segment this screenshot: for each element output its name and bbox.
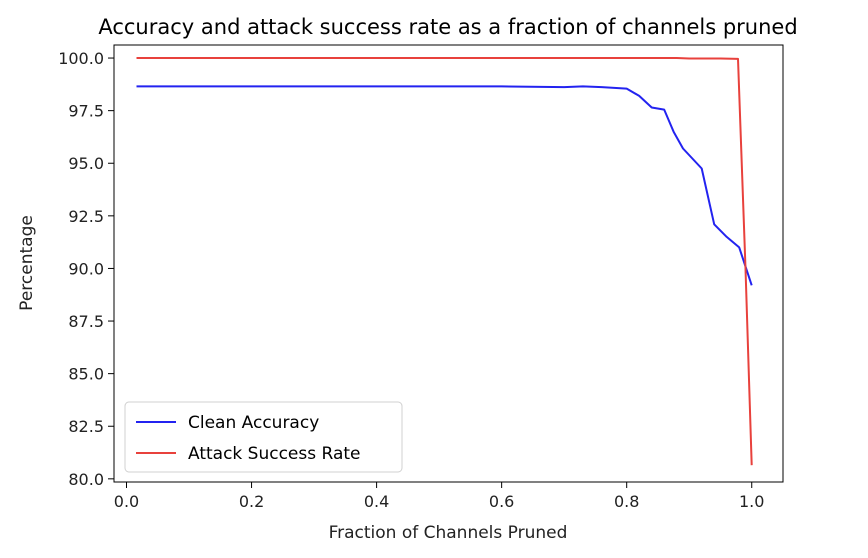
y-tick-label: 85.0 (68, 365, 104, 384)
y-tick-label: 100.0 (58, 49, 104, 68)
y-tick-label: 80.0 (68, 470, 104, 489)
legend: Clean Accuracy Attack Success Rate (124, 401, 403, 473)
y-axis: 80.0 82.5 85.0 87.5 90.0 92.5 95.0 97.5 100.0 (58, 49, 114, 489)
series-lines (136, 57, 753, 466)
series-line (136, 57, 753, 466)
legend-label: Clean Accuracy (188, 413, 319, 433)
x-tick-label: 1.0 (739, 492, 764, 511)
y-tick-label: 92.5 (68, 207, 104, 226)
series-line (136, 85, 753, 286)
legend-box (124, 401, 403, 473)
y-tick-label: 82.5 (68, 417, 104, 436)
x-tick-label: 0.8 (614, 492, 639, 511)
y-tick-label: 95.0 (68, 154, 104, 173)
y-tick-label: 97.5 (68, 102, 104, 121)
plot-area-frame (113, 44, 784, 483)
x-tick-label: 0.2 (239, 492, 264, 511)
y-tick-label: 90.0 (68, 259, 104, 278)
x-tick-label: 0.0 (114, 492, 139, 511)
y-tick-label: 87.5 (68, 312, 104, 331)
x-tick-label: 0.6 (489, 492, 514, 511)
legend-label: Attack Success Rate (188, 444, 361, 464)
x-axis: 0.0 0.2 0.4 0.6 0.8 1.0 (114, 482, 764, 511)
x-axis-label: Fraction of Channels Pruned (329, 523, 568, 543)
y-axis-label: Percentage (17, 215, 37, 311)
chart-title: Accuracy and attack success rate as a fr… (98, 15, 797, 39)
x-tick-label: 0.4 (364, 492, 389, 511)
